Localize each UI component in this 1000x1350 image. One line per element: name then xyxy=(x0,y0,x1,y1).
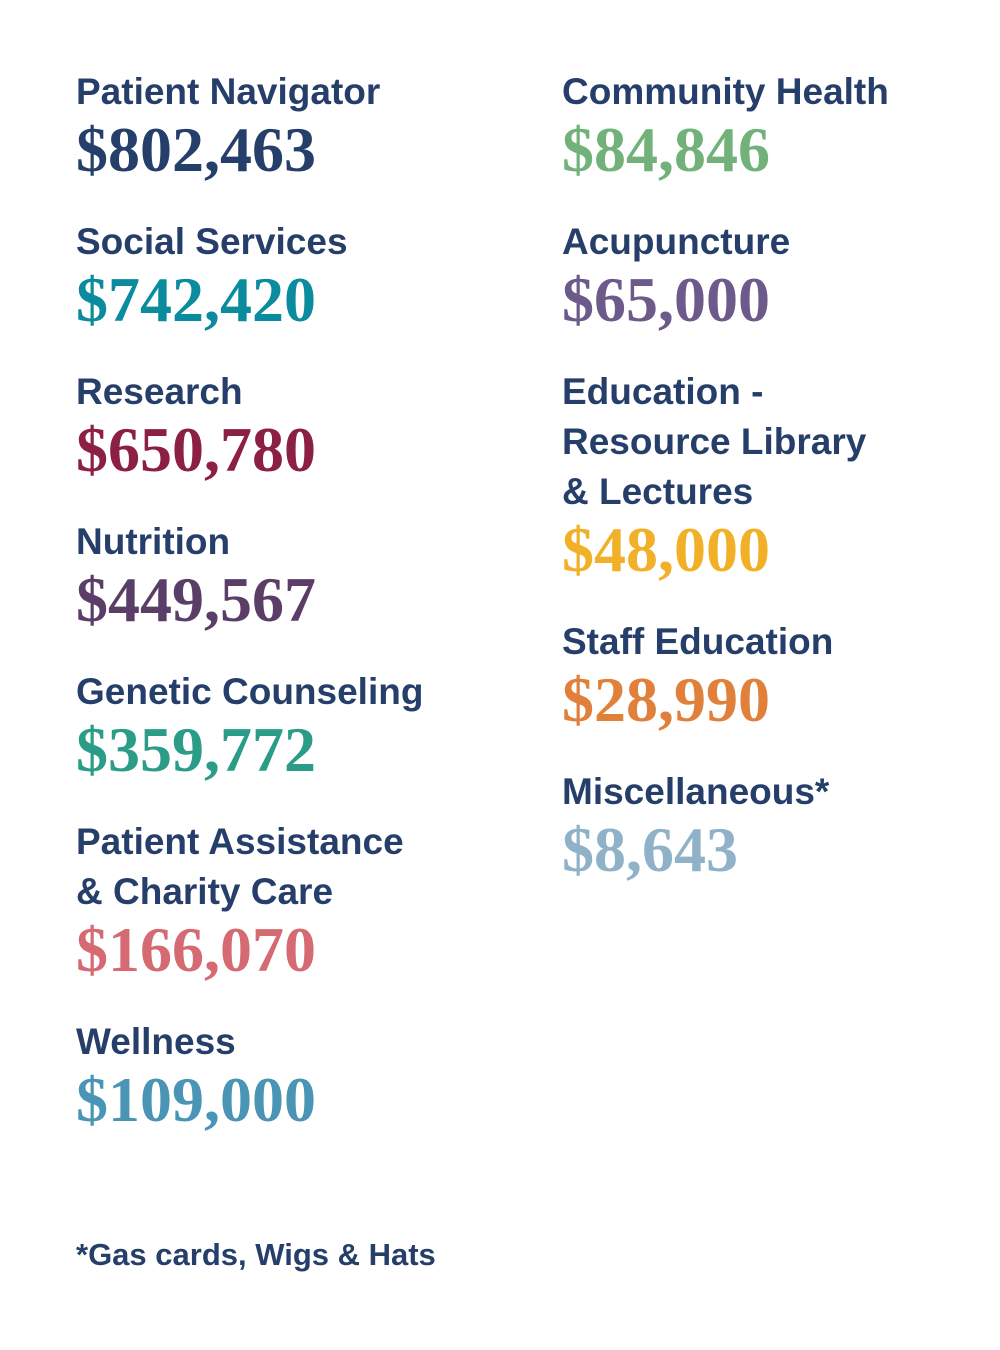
item-label: Patient Assistance xyxy=(76,821,404,862)
item-label: Acupuncture xyxy=(562,221,791,262)
item-label: Community Health xyxy=(562,71,889,112)
item-amount: $650,780 xyxy=(76,414,316,485)
item-label: Staff Education xyxy=(562,621,834,662)
funding-item: Patient Assistance & Charity Care $166,070 xyxy=(76,817,423,982)
funding-item: Nutrition $449,567 xyxy=(76,517,423,632)
item-amount: $166,070 xyxy=(76,914,316,985)
item-label: Research xyxy=(76,371,243,412)
funding-item: Miscellaneous* $8,643 xyxy=(562,767,889,882)
item-label: & Lectures xyxy=(562,471,754,512)
item-amount: $65,000 xyxy=(562,264,770,335)
item-amount: $359,772 xyxy=(76,714,316,785)
item-label: Education - xyxy=(562,371,764,412)
item-label: Wellness xyxy=(76,1021,236,1062)
funding-item: Social Services $742,420 xyxy=(76,217,423,332)
item-amount: $28,990 xyxy=(562,664,770,735)
funding-item: Genetic Counseling $359,772 xyxy=(76,667,423,782)
funding-item: Acupuncture $65,000 xyxy=(562,217,889,332)
funding-item: Education - Resource Library & Lectures $48… xyxy=(562,367,889,582)
item-amount: $449,567 xyxy=(76,564,316,635)
funding-item: Research $650,780 xyxy=(76,367,423,482)
funding-item: Wellness $109,000 xyxy=(76,1017,423,1132)
footnote: *Gas cards, Wigs & Hats xyxy=(76,1237,436,1272)
item-amount: $48,000 xyxy=(562,514,770,585)
funding-item: Patient Navigator $802,463 xyxy=(76,67,423,182)
item-amount: $802,463 xyxy=(76,114,316,185)
item-label: Miscellaneous* xyxy=(562,771,830,812)
item-amount: $742,420 xyxy=(76,264,316,335)
item-label: Social Services xyxy=(76,221,348,262)
funding-item: Staff Education $28,990 xyxy=(562,617,889,732)
left-column: Patient Navigator $802,463 Social Services… xyxy=(76,67,423,1167)
item-label: Genetic Counseling xyxy=(76,671,424,712)
item-amount: $8,643 xyxy=(562,814,738,885)
funding-item: Community Health $84,846 xyxy=(562,67,889,182)
right-column: Community Health $84,846 Acupuncture $65,00… xyxy=(562,67,889,917)
item-label: Nutrition xyxy=(76,521,231,562)
item-label: Patient Navigator xyxy=(76,71,381,112)
item-amount: $109,000 xyxy=(76,1064,316,1135)
item-label: Resource Library xyxy=(562,421,867,462)
item-label: & Charity Care xyxy=(76,871,334,912)
item-amount: $84,846 xyxy=(562,114,770,185)
